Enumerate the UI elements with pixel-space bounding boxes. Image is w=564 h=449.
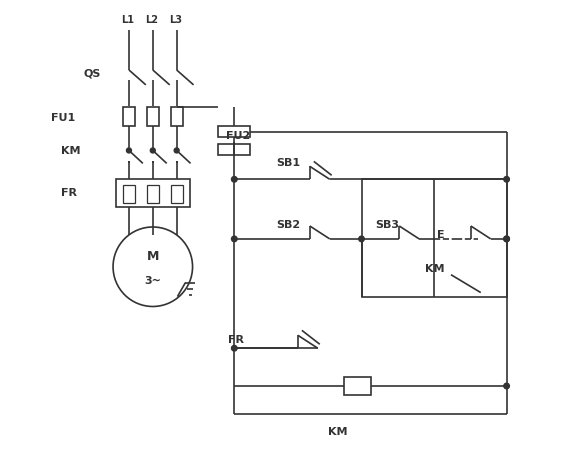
Circle shape	[151, 148, 155, 153]
Text: SB1: SB1	[276, 158, 300, 168]
Circle shape	[231, 345, 237, 351]
Circle shape	[113, 227, 192, 307]
Text: FU2: FU2	[226, 131, 250, 141]
Text: FU1: FU1	[51, 113, 76, 123]
Text: FR: FR	[228, 335, 244, 345]
Text: KM: KM	[61, 146, 81, 156]
Circle shape	[504, 236, 509, 242]
Circle shape	[231, 236, 237, 242]
Text: E: E	[437, 230, 445, 240]
Circle shape	[504, 383, 509, 389]
Text: SB3: SB3	[376, 220, 399, 230]
Bar	[171, 185, 183, 203]
Bar	[343, 377, 372, 395]
Text: L1: L1	[121, 15, 134, 25]
Text: KM: KM	[425, 264, 444, 274]
Bar	[123, 107, 135, 126]
Text: FR: FR	[61, 188, 77, 198]
Text: QS: QS	[83, 69, 100, 79]
Text: L2: L2	[145, 15, 158, 25]
Circle shape	[504, 236, 509, 242]
Bar	[116, 179, 190, 207]
Circle shape	[504, 176, 509, 182]
Text: SB2: SB2	[276, 220, 300, 230]
Text: L3: L3	[169, 15, 182, 25]
Bar	[218, 126, 250, 137]
Text: M: M	[147, 250, 159, 263]
Text: 3~: 3~	[144, 276, 161, 286]
Bar	[147, 107, 159, 126]
Circle shape	[231, 176, 237, 182]
Bar	[218, 144, 250, 155]
Bar	[362, 179, 506, 296]
Bar	[147, 185, 159, 203]
Bar	[123, 185, 135, 203]
Circle shape	[359, 236, 364, 242]
Circle shape	[174, 148, 179, 153]
Text: KM: KM	[328, 427, 347, 437]
Circle shape	[126, 148, 131, 153]
Bar	[171, 107, 183, 126]
